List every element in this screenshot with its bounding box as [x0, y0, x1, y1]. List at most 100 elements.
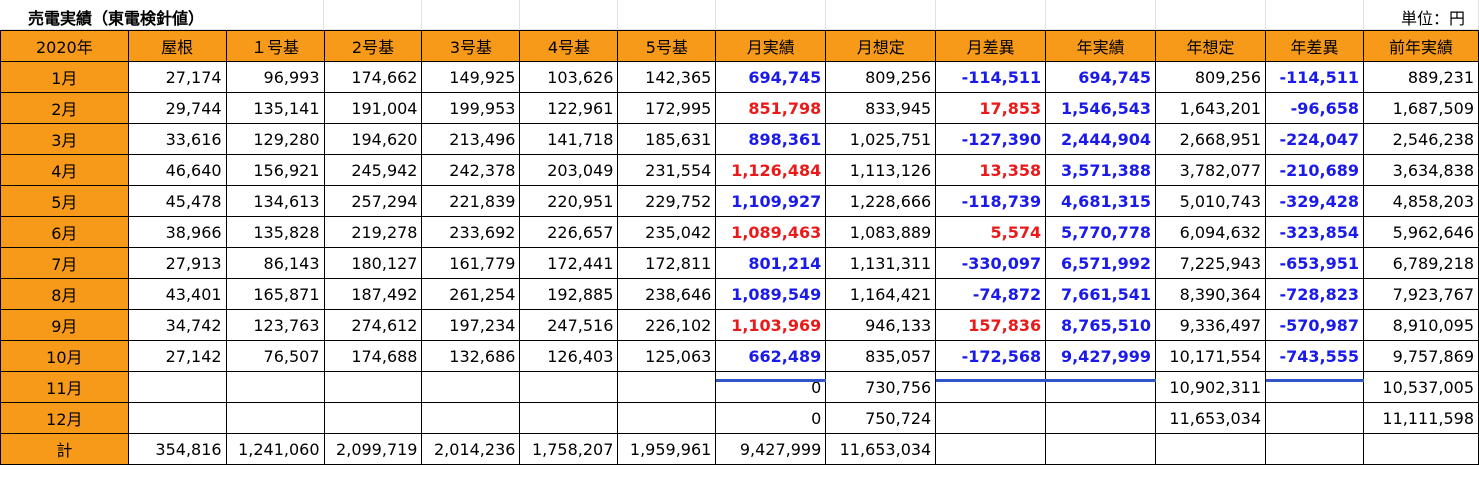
data-cell[interactable]: 2,546,238	[1362, 123, 1479, 155]
header-cell[interactable]: 年実績	[1045, 30, 1157, 62]
data-cell[interactable]: 96,993	[225, 61, 325, 93]
data-cell[interactable]: -96,658	[1265, 92, 1364, 124]
blank-cell[interactable]	[1046, 0, 1156, 30]
data-cell[interactable]: 165,871	[225, 278, 325, 310]
data-cell[interactable]: 199,953	[421, 92, 521, 124]
data-cell[interactable]: -127,390	[935, 123, 1047, 155]
data-cell[interactable]: 1,126,484	[715, 154, 827, 186]
blank-cell[interactable]	[1156, 0, 1266, 30]
data-cell[interactable]: 161,779	[421, 247, 521, 279]
data-cell[interactable]: 129,280	[225, 123, 325, 155]
data-cell[interactable]: 1,089,549	[715, 278, 827, 310]
data-cell[interactable]: 2,014,236	[421, 433, 521, 465]
data-cell[interactable]: 27,174	[127, 61, 227, 93]
row-header-cell[interactable]: 12月	[0, 402, 129, 434]
data-cell[interactable]: 1,103,969	[715, 309, 827, 341]
data-cell[interactable]: 11,653,034	[1155, 402, 1267, 434]
header-cell[interactable]: 年差異	[1265, 30, 1364, 62]
data-cell[interactable]: 10,537,005	[1362, 371, 1479, 403]
data-cell[interactable]: 4,858,203	[1362, 185, 1479, 217]
data-cell[interactable]: 238,646	[617, 278, 717, 310]
row-header-cell[interactable]: 2月	[0, 92, 129, 124]
data-cell[interactable]: 5,770,778	[1045, 216, 1157, 248]
data-cell[interactable]: -74,872	[935, 278, 1047, 310]
data-cell[interactable]: 157,836	[935, 309, 1047, 341]
data-cell[interactable]: -323,854	[1265, 216, 1364, 248]
data-cell[interactable]: 257,294	[323, 185, 423, 217]
data-cell[interactable]: 9,757,869	[1362, 340, 1479, 372]
data-cell[interactable]: 8,390,364	[1155, 278, 1267, 310]
data-cell[interactable]: 6,571,992	[1045, 247, 1157, 279]
blank-cell[interactable]	[520, 0, 618, 30]
data-cell[interactable]: 5,010,743	[1155, 185, 1267, 217]
header-cell[interactable]: 年想定	[1155, 30, 1267, 62]
data-cell[interactable]: 889,231	[1362, 61, 1479, 93]
data-cell[interactable]: -653,951	[1265, 247, 1364, 279]
data-cell[interactable]: 0	[715, 402, 827, 434]
data-cell[interactable]	[519, 402, 619, 434]
data-cell[interactable]: 1,758,207	[519, 433, 619, 465]
row-header-cell[interactable]: 4月	[0, 154, 129, 186]
data-cell[interactable]: -329,428	[1265, 185, 1364, 217]
data-cell[interactable]: 833,945	[825, 92, 937, 124]
blank-cell[interactable]	[936, 0, 1046, 30]
data-cell[interactable]: 231,554	[617, 154, 717, 186]
data-cell[interactable]: -172,568	[935, 340, 1047, 372]
data-cell[interactable]: 3,782,077	[1155, 154, 1267, 186]
data-cell[interactable]: 125,063	[617, 340, 717, 372]
data-cell[interactable]: 809,256	[1155, 61, 1267, 93]
header-cell[interactable]: 屋根	[127, 30, 227, 62]
data-cell[interactable]: 1,113,126	[825, 154, 937, 186]
data-cell[interactable]: 8,765,510	[1045, 309, 1157, 341]
data-cell[interactable]: 233,692	[421, 216, 521, 248]
data-cell[interactable]: 3,634,838	[1362, 154, 1479, 186]
data-cell[interactable]	[1045, 371, 1157, 403]
blank-cell[interactable]	[324, 0, 422, 30]
data-cell[interactable]: 17,853	[935, 92, 1047, 124]
data-cell[interactable]: 7,923,767	[1362, 278, 1479, 310]
blank-cell[interactable]	[422, 0, 520, 30]
data-cell[interactable]: 43,401	[127, 278, 227, 310]
data-cell[interactable]: 38,966	[127, 216, 227, 248]
data-cell[interactable]: 242,378	[421, 154, 521, 186]
data-cell[interactable]: 172,811	[617, 247, 717, 279]
header-cell[interactable]: 2020年	[0, 30, 129, 62]
data-cell[interactable]: -118,739	[935, 185, 1047, 217]
data-cell[interactable]: 27,913	[127, 247, 227, 279]
data-cell[interactable]: 132,686	[421, 340, 521, 372]
data-cell[interactable]	[421, 402, 521, 434]
data-cell[interactable]: 3,571,388	[1045, 154, 1157, 186]
data-cell[interactable]: 1,959,961	[617, 433, 717, 465]
data-cell[interactable]: 9,427,999	[1045, 340, 1157, 372]
data-cell[interactable]: 247,516	[519, 309, 619, 341]
data-cell[interactable]: 730,756	[825, 371, 937, 403]
data-cell[interactable]: 809,256	[825, 61, 937, 93]
data-cell[interactable]: 191,004	[323, 92, 423, 124]
data-cell[interactable]	[935, 433, 1047, 465]
data-cell[interactable]: 194,620	[323, 123, 423, 155]
data-cell[interactable]	[1362, 433, 1479, 465]
data-cell[interactable]: 135,828	[225, 216, 325, 248]
data-cell[interactable]: 5,962,646	[1362, 216, 1479, 248]
data-cell[interactable]: 172,441	[519, 247, 619, 279]
data-cell[interactable]: 6,094,632	[1155, 216, 1267, 248]
data-cell[interactable]: 1,687,509	[1362, 92, 1479, 124]
data-cell[interactable]	[1265, 433, 1364, 465]
data-cell[interactable]: -114,511	[935, 61, 1047, 93]
blank-cell[interactable]	[1266, 0, 1364, 30]
data-cell[interactable]: 1,546,543	[1045, 92, 1157, 124]
data-cell[interactable]: 7,225,943	[1155, 247, 1267, 279]
data-cell[interactable]: 1,228,666	[825, 185, 937, 217]
data-cell[interactable]	[225, 371, 325, 403]
data-cell[interactable]: 7,661,541	[1045, 278, 1157, 310]
data-cell[interactable]: 9,336,497	[1155, 309, 1267, 341]
data-cell[interactable]: 1,643,201	[1155, 92, 1267, 124]
data-cell[interactable]: 27,142	[127, 340, 227, 372]
data-cell[interactable]: 229,752	[617, 185, 717, 217]
data-cell[interactable]: 1,089,463	[715, 216, 827, 248]
title-cell[interactable]	[0, 0, 324, 30]
data-cell[interactable]: 0	[715, 371, 827, 403]
data-cell[interactable]	[1155, 433, 1267, 465]
row-header-cell[interactable]: 3月	[0, 123, 129, 155]
data-cell[interactable]: 134,613	[225, 185, 325, 217]
